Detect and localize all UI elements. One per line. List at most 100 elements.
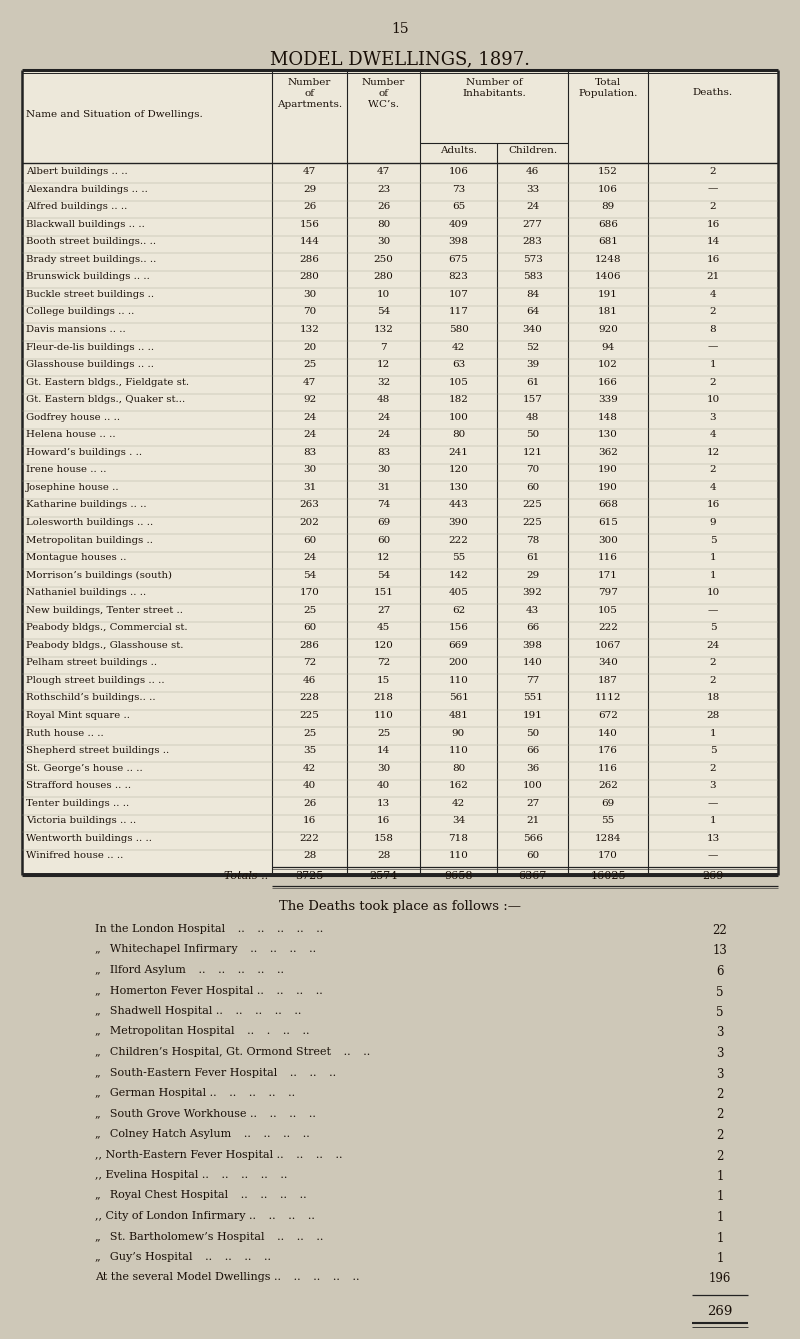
Text: 116: 116 xyxy=(598,553,618,562)
Text: 34: 34 xyxy=(452,817,465,825)
Text: 9658: 9658 xyxy=(444,870,473,881)
Text: 10: 10 xyxy=(377,289,390,299)
Text: At the several Model Dwellings ..   ..   ..   ..   ..: At the several Model Dwellings .. .. .. … xyxy=(95,1272,359,1283)
Text: 73: 73 xyxy=(452,185,465,194)
Text: 13: 13 xyxy=(377,799,390,807)
Text: „  Colney Hatch Asylum   ..   ..   ..   ..: „ Colney Hatch Asylum .. .. .. .. xyxy=(95,1129,310,1139)
Text: 26: 26 xyxy=(303,799,316,807)
Text: 100: 100 xyxy=(522,781,542,790)
Text: 681: 681 xyxy=(598,237,618,246)
Text: 132: 132 xyxy=(299,325,319,333)
Text: 409: 409 xyxy=(449,220,469,229)
Text: 21: 21 xyxy=(526,817,539,825)
Text: 130: 130 xyxy=(598,430,618,439)
Text: 156: 156 xyxy=(299,220,319,229)
Text: 140: 140 xyxy=(598,728,618,738)
Text: 25: 25 xyxy=(377,728,390,738)
Text: of: of xyxy=(305,88,314,98)
Text: 16: 16 xyxy=(303,817,316,825)
Text: 481: 481 xyxy=(449,711,469,720)
Text: 30: 30 xyxy=(377,237,390,246)
Text: 60: 60 xyxy=(377,536,390,545)
Text: W.C’s.: W.C’s. xyxy=(367,100,399,108)
Text: 30: 30 xyxy=(377,466,390,474)
Text: 30: 30 xyxy=(303,289,316,299)
Text: 2: 2 xyxy=(710,763,716,773)
Text: 74: 74 xyxy=(377,501,390,509)
Text: 2: 2 xyxy=(710,378,716,387)
Text: 1: 1 xyxy=(710,728,716,738)
Text: 110: 110 xyxy=(449,746,469,755)
Text: 14: 14 xyxy=(706,237,720,246)
Text: College buildings .. ..: College buildings .. .. xyxy=(26,308,134,316)
Text: 3: 3 xyxy=(710,781,716,790)
Text: 191: 191 xyxy=(598,289,618,299)
Text: 151: 151 xyxy=(374,588,394,597)
Text: 140: 140 xyxy=(522,659,542,667)
Text: 280: 280 xyxy=(374,272,394,281)
Text: 7: 7 xyxy=(380,343,387,352)
Text: Gt. Eastern bldgs., Fieldgate st.: Gt. Eastern bldgs., Fieldgate st. xyxy=(26,378,189,387)
Text: 16: 16 xyxy=(706,254,720,264)
Text: 25: 25 xyxy=(303,360,316,370)
Text: 263: 263 xyxy=(299,501,319,509)
Text: 13: 13 xyxy=(713,944,727,957)
Text: Royal Mint square ..: Royal Mint square .. xyxy=(26,711,130,720)
Text: Helena house .. ..: Helena house .. .. xyxy=(26,430,116,439)
Text: 573: 573 xyxy=(522,254,542,264)
Text: 2: 2 xyxy=(710,676,716,686)
Text: 339: 339 xyxy=(598,395,618,404)
Text: 13: 13 xyxy=(706,834,720,842)
Text: 583: 583 xyxy=(522,272,542,281)
Text: 1: 1 xyxy=(710,553,716,562)
Text: Winifred house .. ..: Winifred house .. .. xyxy=(26,852,123,861)
Text: 9: 9 xyxy=(710,518,716,528)
Text: 120: 120 xyxy=(449,466,469,474)
Text: 60: 60 xyxy=(303,623,316,632)
Text: 12: 12 xyxy=(377,360,390,370)
Text: 551: 551 xyxy=(522,694,542,703)
Text: 152: 152 xyxy=(598,167,618,175)
Text: 70: 70 xyxy=(303,308,316,316)
Text: —: — xyxy=(708,343,718,352)
Text: Lolesworth buildings .. ..: Lolesworth buildings .. .. xyxy=(26,518,154,528)
Text: Davis mansions .. ..: Davis mansions .. .. xyxy=(26,325,126,333)
Text: 90: 90 xyxy=(452,728,465,738)
Text: 50: 50 xyxy=(526,728,539,738)
Text: 158: 158 xyxy=(374,834,394,842)
Text: Deaths.: Deaths. xyxy=(693,88,733,96)
Text: Fleur-de-lis buildings .. ..: Fleur-de-lis buildings .. .. xyxy=(26,343,154,352)
Text: 250: 250 xyxy=(374,254,394,264)
Text: Josephine house ..: Josephine house .. xyxy=(26,483,120,491)
Text: 5: 5 xyxy=(710,536,716,545)
Text: 117: 117 xyxy=(449,308,469,316)
Text: 2: 2 xyxy=(710,308,716,316)
Text: 32: 32 xyxy=(377,378,390,387)
Text: Name and Situation of Dwellings.: Name and Situation of Dwellings. xyxy=(26,110,202,119)
Text: 42: 42 xyxy=(452,799,465,807)
Text: 340: 340 xyxy=(598,659,618,667)
Text: 241: 241 xyxy=(449,447,469,457)
Text: 78: 78 xyxy=(526,536,539,545)
Text: New buildings, Tenter street ..: New buildings, Tenter street .. xyxy=(26,605,183,615)
Text: Godfrey house .. ..: Godfrey house .. .. xyxy=(26,412,120,422)
Text: „  Metropolitan Hospital   ..   .   ..   ..: „ Metropolitan Hospital .. . .. .. xyxy=(95,1027,310,1036)
Text: 443: 443 xyxy=(449,501,469,509)
Text: Adults.: Adults. xyxy=(440,146,477,155)
Text: Pelham street buildings ..: Pelham street buildings .. xyxy=(26,659,157,667)
Text: 176: 176 xyxy=(598,746,618,755)
Text: 2: 2 xyxy=(716,1149,724,1162)
Text: 18: 18 xyxy=(706,694,720,703)
Text: Katharine buildings .. ..: Katharine buildings .. .. xyxy=(26,501,146,509)
Text: 1284: 1284 xyxy=(594,834,622,842)
Text: 3: 3 xyxy=(716,1027,724,1039)
Text: 405: 405 xyxy=(449,588,469,597)
Text: „  St. Bartholomew’s Hospital   ..   ..   ..: „ St. Bartholomew’s Hospital .. .. .. xyxy=(95,1232,323,1241)
Text: —: — xyxy=(708,185,718,194)
Text: Booth street buildings.. ..: Booth street buildings.. .. xyxy=(26,237,156,246)
Text: 2: 2 xyxy=(710,167,716,175)
Text: Strafford houses .. ..: Strafford houses .. .. xyxy=(26,781,131,790)
Text: 920: 920 xyxy=(598,325,618,333)
Text: 110: 110 xyxy=(449,676,469,686)
Text: 718: 718 xyxy=(449,834,469,842)
